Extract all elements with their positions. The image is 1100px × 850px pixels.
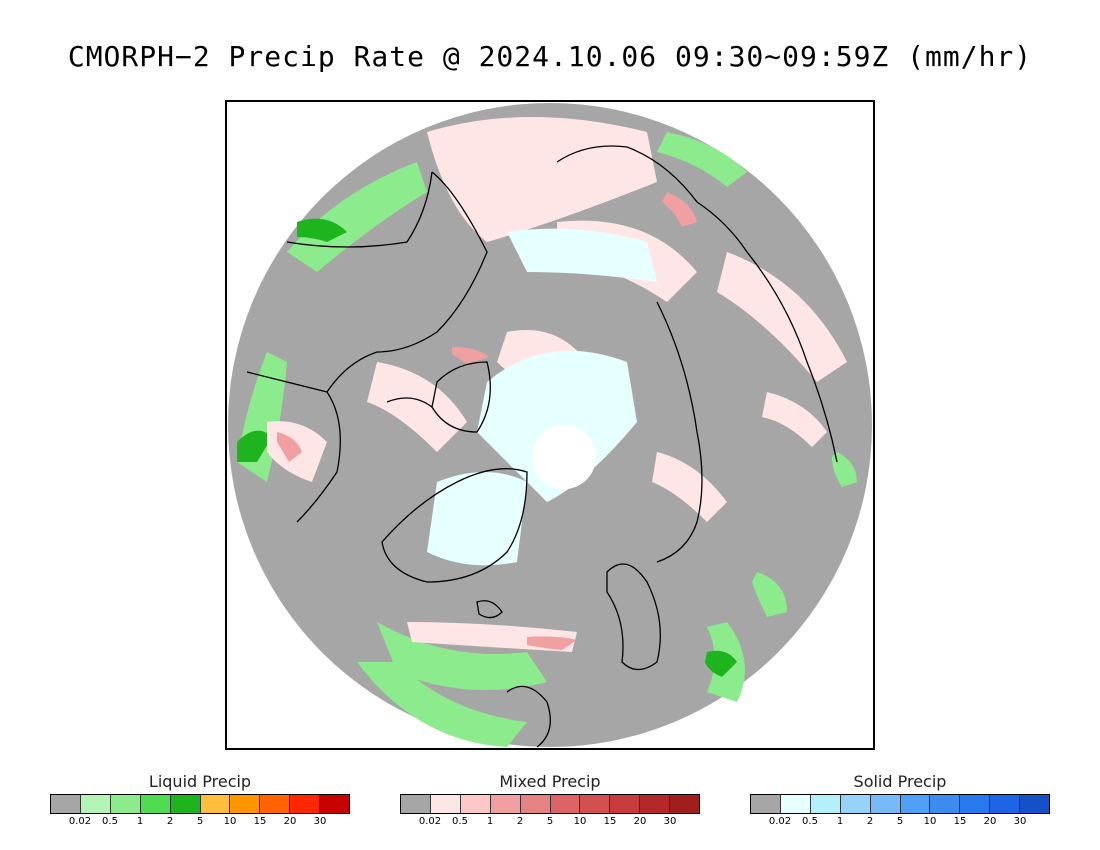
legend-tick-label: 20 xyxy=(633,816,647,827)
legend-swatch xyxy=(580,795,611,813)
legend-title: Liquid Precip xyxy=(148,772,252,791)
legend-tick-label: 15 xyxy=(953,816,967,827)
legend-swatch xyxy=(290,795,321,813)
mixed-precip-moderate xyxy=(277,192,697,650)
legend-solid: Solid Precip 0.02 0.5 1 2 5 10 15 20 30 xyxy=(750,772,1050,830)
legend-mixed: Mixed Precip 0.02 0.5 1 2 5 10 15 20 30 xyxy=(400,772,700,830)
legend-ticks: 0.02 0.5 1 2 5 10 15 20 30 xyxy=(50,814,350,830)
legend-tick-label: 0.5 xyxy=(452,816,468,827)
legend-swatch xyxy=(900,795,931,813)
legend-swatches xyxy=(750,794,1050,814)
legend-swatch xyxy=(520,795,551,813)
legend-swatch xyxy=(780,795,811,813)
legend-tick-label: 5 xyxy=(546,816,554,827)
legend-tick-label: 0.02 xyxy=(768,816,792,827)
legend-swatch xyxy=(870,795,901,813)
legend-title: Solid Precip xyxy=(853,772,947,791)
legend-tick-label: 5 xyxy=(196,816,204,827)
legend-swatch xyxy=(320,795,350,813)
legend-tick-label: 10 xyxy=(573,816,587,827)
legend-tick-label: 20 xyxy=(283,816,297,827)
legend-title: Mixed Precip xyxy=(499,772,601,791)
legend-swatch xyxy=(670,795,700,813)
legend-tick-label: 0.5 xyxy=(102,816,118,827)
legend-swatch xyxy=(490,795,521,813)
legend-swatches xyxy=(400,794,700,814)
legend-tick-label: 30 xyxy=(663,816,677,827)
legend-swatch xyxy=(170,795,201,813)
legend-swatch xyxy=(401,795,431,813)
legend-tick-label: 30 xyxy=(313,816,327,827)
legend-swatch xyxy=(751,795,781,813)
coastlines xyxy=(246,145,838,748)
legend-tick-label: 20 xyxy=(983,816,997,827)
precip-map xyxy=(225,100,875,750)
legend-swatch xyxy=(110,795,141,813)
legend-swatch xyxy=(810,795,841,813)
legend-tick-label: 2 xyxy=(516,816,524,827)
legend-swatch xyxy=(200,795,231,813)
legend-swatch xyxy=(140,795,171,813)
legend-swatch xyxy=(51,795,81,813)
legend-tick-label: 10 xyxy=(223,816,237,827)
legend-tick-label: 0.5 xyxy=(802,816,818,827)
legend-swatch xyxy=(960,795,991,813)
legend-ticks: 0.02 0.5 1 2 5 10 15 20 30 xyxy=(400,814,700,830)
liquid-precip-areas xyxy=(237,132,857,747)
legend-tick-label: 2 xyxy=(866,816,874,827)
page-title: CMORPH−2 Precip Rate @ 2024.10.06 09:30∼… xyxy=(67,40,1033,73)
legend-tick-label: 5 xyxy=(896,816,904,827)
polar-data-gap xyxy=(532,425,596,489)
legend-swatch xyxy=(260,795,291,813)
legend-swatch xyxy=(80,795,111,813)
legend-swatch xyxy=(1020,795,1050,813)
polar-map-canvas xyxy=(228,103,872,748)
legend-tick-label: 1 xyxy=(836,816,844,827)
liquid-precip-heavy xyxy=(237,218,737,677)
legend-tick-label: 1 xyxy=(136,816,144,827)
legend-swatch xyxy=(990,795,1021,813)
legend-swatch xyxy=(930,795,961,813)
legend-swatch xyxy=(460,795,491,813)
legend-tick-label: 0.02 xyxy=(418,816,442,827)
legend-swatch xyxy=(840,795,871,813)
legend-liquid: Liquid Precip 0.02 0.5 1 2 5 10 15 20 30 xyxy=(50,772,350,830)
legend-tick-label: 1 xyxy=(486,816,494,827)
legend-swatch xyxy=(640,795,671,813)
legend-tick-label: 2 xyxy=(166,816,174,827)
legend-swatch xyxy=(430,795,461,813)
legend-tick-label: 10 xyxy=(923,816,937,827)
legend-tick-label: 30 xyxy=(1013,816,1027,827)
legend-swatches xyxy=(50,794,350,814)
legend-swatch xyxy=(550,795,581,813)
legend-tick-label: 0.02 xyxy=(68,816,92,827)
legend-tick-label: 15 xyxy=(253,816,267,827)
legend-ticks: 0.02 0.5 1 2 5 10 15 20 30 xyxy=(750,814,1050,830)
legend-swatch xyxy=(610,795,641,813)
legend-swatch xyxy=(230,795,261,813)
legend-tick-label: 15 xyxy=(603,816,617,827)
